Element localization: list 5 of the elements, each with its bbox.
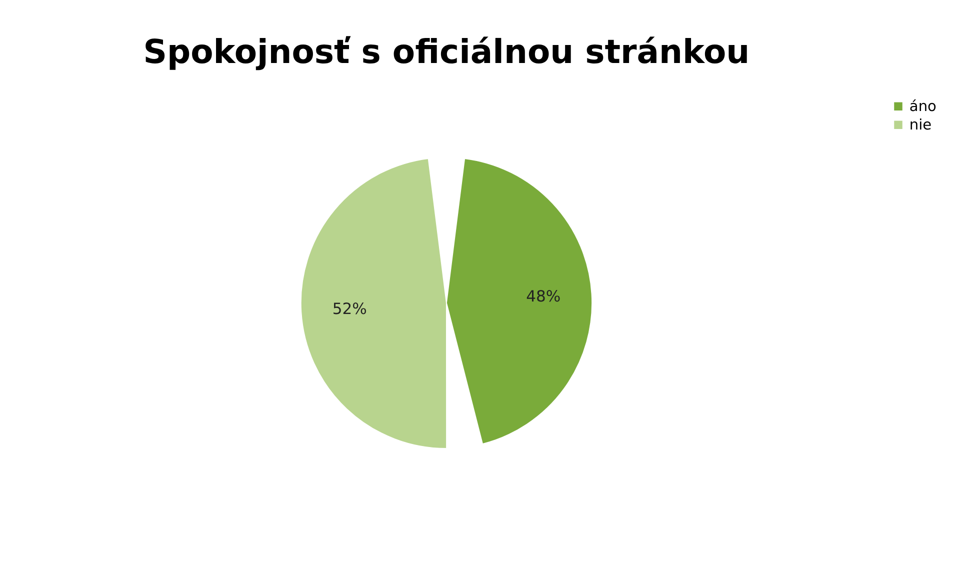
data-label: 48%	[526, 288, 561, 306]
data-label: 52%	[332, 300, 367, 318]
chart-title: Spokojnosť s oficiálnou stránkou	[143, 32, 750, 72]
legend-label: áno	[909, 98, 937, 116]
legend-label: nie	[909, 116, 932, 134]
